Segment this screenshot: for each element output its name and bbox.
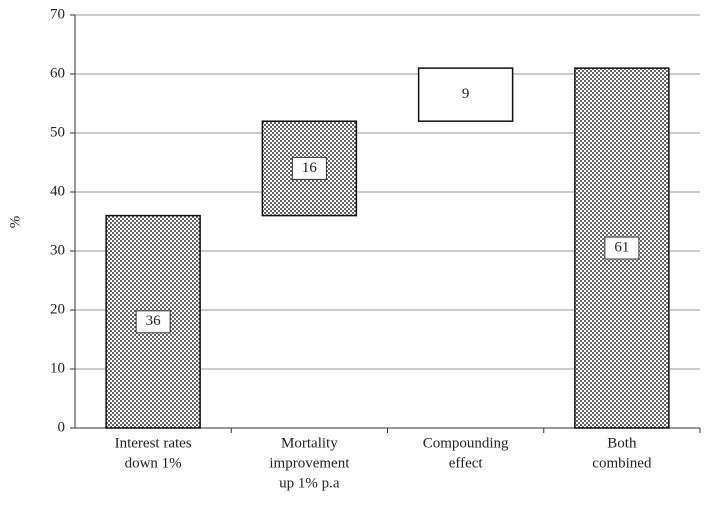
y-axis-label: %	[7, 216, 23, 229]
y-tick-label: 0	[58, 419, 66, 435]
y-tick-label: 70	[50, 6, 65, 22]
bar	[417, 67, 514, 122]
x-tick-label: down 1%	[125, 455, 182, 471]
value-label: 36	[146, 313, 162, 329]
x-tick-label: Interest rates	[115, 435, 192, 451]
y-tick-label: 50	[50, 124, 65, 140]
value-label: 16	[302, 160, 318, 176]
y-tick-label: 30	[50, 242, 65, 258]
value-label-box	[291, 156, 327, 180]
y-tick-label: 20	[50, 301, 65, 317]
x-tick-label: combined	[592, 455, 652, 471]
value-label-box	[135, 310, 171, 334]
y-tick-label: 60	[50, 65, 65, 81]
y-tick-label: 40	[50, 183, 65, 199]
x-tick-label: Mortality	[281, 435, 338, 451]
value-label: 9	[462, 86, 470, 102]
bar	[261, 120, 358, 217]
x-tick-label: Compounding	[423, 435, 509, 451]
y-tick-label: 10	[50, 360, 65, 376]
x-tick-label: effect	[449, 455, 484, 471]
x-tick-label: up 1% p.a	[279, 475, 340, 491]
x-tick-label: improvement	[269, 455, 350, 471]
x-tick-label: Both	[607, 435, 637, 451]
value-label: 61	[614, 239, 629, 255]
value-label-box	[604, 236, 640, 260]
